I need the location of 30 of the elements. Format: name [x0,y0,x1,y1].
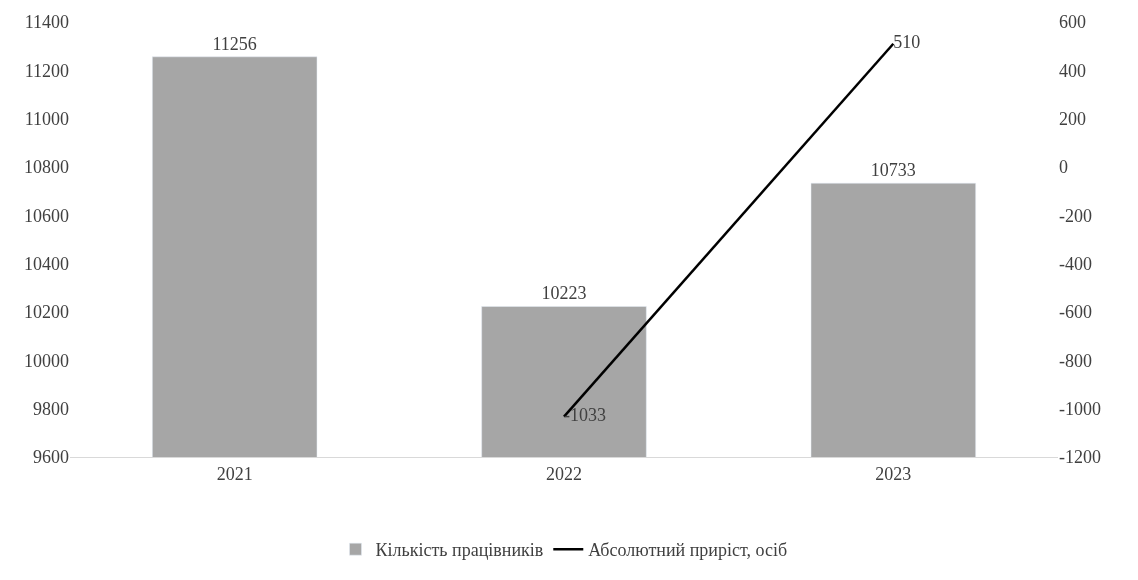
y-tick-label: 11400 [24,12,69,33]
legend-label: Кількість працівників [375,540,544,561]
x-tick-label: 2023 [875,463,912,484]
y2-tick-label: -600 [1059,302,1092,323]
y-tick-label: 9600 [33,447,69,468]
y-tick-label: 10400 [24,253,69,274]
legend-label: Абсолютний приріст, осіб [588,540,788,561]
y-tick-label: 9800 [33,398,69,419]
y2-tick-label: 600 [1059,12,1086,33]
y2-tick-label: -800 [1059,350,1092,371]
y2-tick-label: 0 [1059,157,1068,178]
y2-tick-label: -200 [1059,205,1092,226]
data-label: 10223 [541,283,587,304]
x-tick-label: 2022 [546,463,582,484]
y-tick-label: 10000 [24,350,69,371]
x-tick-label: 2021 [216,463,253,484]
data-label: -1033 [564,405,606,426]
y-tick-label: 10200 [24,302,69,323]
y-tick-label: 11200 [24,60,69,81]
y2-tick-label: 400 [1059,60,1086,81]
y-tick-label: 10800 [24,157,69,178]
data-label: 10733 [870,160,916,181]
y2-tick-label: -1000 [1059,398,1101,419]
y2-tick-label: 200 [1059,108,1086,129]
y-tick-label: 11000 [24,108,69,129]
y2-tick-label: -1200 [1059,447,1101,468]
data-label: 510 [893,32,921,53]
data-label: 11256 [212,33,257,54]
y2-tick-label: -400 [1059,253,1092,274]
y-tick-label: 10600 [24,205,69,226]
